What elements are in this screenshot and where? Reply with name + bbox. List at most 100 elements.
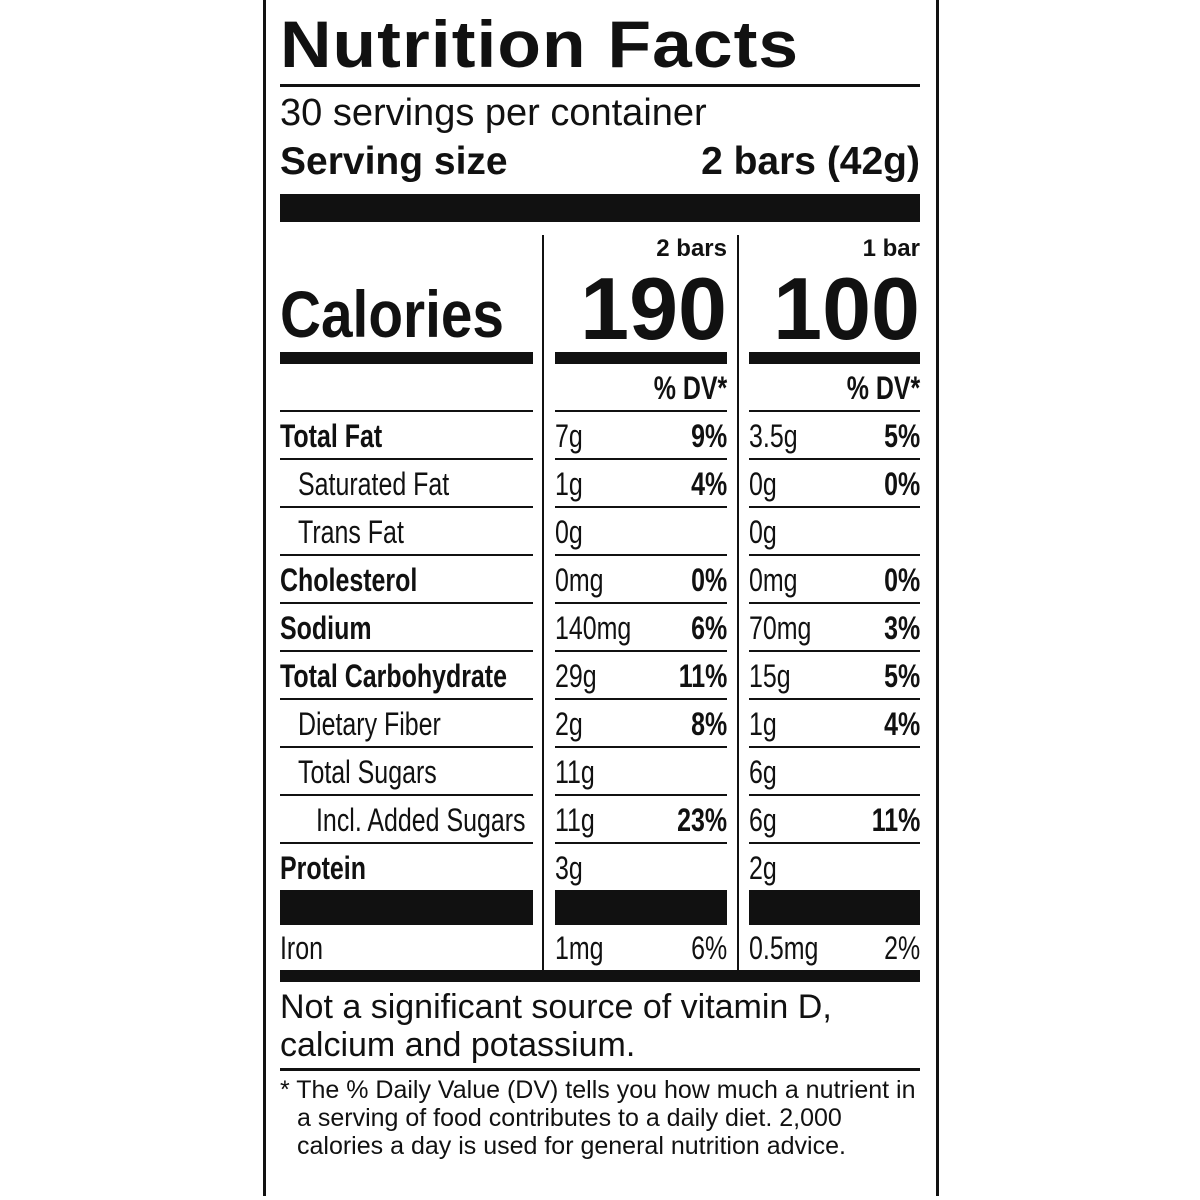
nutrient-name: Saturated Fat <box>298 460 492 508</box>
row-divider <box>749 602 920 604</box>
amount-1-bar: 2g <box>749 844 785 892</box>
footnote-daily-value: * The % Daily Value (DV) tells you how m… <box>280 1076 916 1160</box>
amount-2-bars-text: 7g <box>555 418 583 454</box>
divider <box>280 84 920 87</box>
amount-1-bar-text: 15g <box>749 658 791 694</box>
divider <box>280 1068 920 1071</box>
nutrient-name-text: Cholesterol <box>280 562 418 598</box>
amount-2-bars: 29g <box>555 652 608 700</box>
iron-amount-2-bars: 1mg <box>555 924 617 972</box>
dv-2-bars: 0% <box>681 556 727 604</box>
amount-2-bars-text: 1g <box>555 466 583 502</box>
dv-2-bars-text: 11% <box>678 658 727 694</box>
amount-2-bars: 0g <box>555 508 591 556</box>
dv-2-bars-text: 9% <box>690 418 727 454</box>
row-divider <box>555 410 727 412</box>
amount-1-bar-text: 2g <box>749 850 777 886</box>
column-divider <box>542 235 544 970</box>
row-divider <box>280 506 533 508</box>
amount-1-bar-text: 1g <box>749 706 777 742</box>
nutrient-name: Total Carbohydrate <box>280 652 571 700</box>
nutrient-name-text: Dietary Fiber <box>298 706 441 742</box>
dv-2-bars-text: 23% <box>677 802 727 838</box>
footnote-vitamins: Not a significant source of vitamin D, c… <box>280 988 832 1064</box>
row-divider <box>555 746 727 748</box>
dv: 2% <box>883 930 920 966</box>
amount-1-bar: 6g <box>749 748 785 796</box>
dv-2-bars: 8% <box>681 700 727 748</box>
amount-2-bars-text: 2g <box>555 706 583 742</box>
amount-2-bars: 11g <box>555 796 606 844</box>
amount-1-bar-text: 0g <box>749 514 777 550</box>
thick-divider <box>280 194 920 222</box>
amount-1-bar: 15g <box>749 652 802 700</box>
dv-1-bar-text: 4% <box>883 706 920 742</box>
amount-1-bar-text: 6g <box>749 802 777 838</box>
nutrient-name: Total Fat <box>280 412 411 460</box>
nutrient-name: Dietary Fiber <box>298 700 481 748</box>
dv-1-bar: 4% <box>874 700 920 748</box>
nutrient-name: Cholesterol <box>280 556 456 604</box>
amount-2-bars: 0mg <box>555 556 617 604</box>
nutrient-name-text: Incl. Added Sugars <box>316 802 526 838</box>
row-divider <box>280 842 533 844</box>
dv-2-bars: 6% <box>681 604 727 652</box>
column-header-1-bar: 1 bar <box>862 235 920 262</box>
nutrient-name: Protein <box>280 844 390 892</box>
thick-divider <box>555 890 727 925</box>
dv-2-bars: 9% <box>681 412 727 460</box>
dv-2-bars-text: 0% <box>690 562 727 598</box>
amount-1-bar: 1g <box>749 700 785 748</box>
iron-dv-2-bars: 6% <box>681 924 727 972</box>
row-divider <box>749 650 920 652</box>
row-divider <box>749 506 920 508</box>
nutrient-name-text: Total Sugars <box>298 754 437 790</box>
dv-2-bars-text: 6% <box>690 610 727 646</box>
row-divider <box>749 698 920 700</box>
row-divider <box>749 554 920 556</box>
dv-1-bar: 0% <box>874 460 920 508</box>
dv-1-bar: 5% <box>874 412 920 460</box>
column-divider <box>737 235 739 970</box>
amount-2-bars: 1g <box>555 460 591 508</box>
dv-1-bar-text: 3% <box>883 610 920 646</box>
thick-divider <box>555 352 727 364</box>
row-divider <box>555 554 727 556</box>
amount-1-bar: 3.5g <box>749 412 811 460</box>
thick-divider <box>749 352 920 364</box>
amount-2-bars-text: 140mg <box>555 610 632 646</box>
servings-per-container: 30 servings per container <box>280 92 707 134</box>
amount-1-bar-text: 3.5g <box>749 418 798 454</box>
dv-1-bar: 11% <box>858 796 920 844</box>
dv-1-bar: 5% <box>874 652 920 700</box>
nutrient-name-text: Total Fat <box>280 418 383 454</box>
amount-1-bar-text: 70mg <box>749 610 812 646</box>
row-divider <box>749 458 920 460</box>
nutrient-name-text: Sodium <box>280 610 372 646</box>
amount: 1mg <box>555 930 604 966</box>
amount-1-bar: 6g <box>749 796 785 844</box>
dv-2-bars: 23% <box>663 796 727 844</box>
dv-1-bar-text: 5% <box>883 658 920 694</box>
amount-2-bars: 3g <box>555 844 591 892</box>
nutrition-label <box>263 0 939 1196</box>
amount-1-bar: 0g <box>749 460 785 508</box>
nutrient-name-text: Saturated Fat <box>298 466 450 502</box>
dv-1-bar-text: 0% <box>883 466 920 502</box>
dv-header-text: % DV* <box>846 370 920 406</box>
row-divider <box>280 698 533 700</box>
row-divider <box>280 794 533 796</box>
amount-2-bars-text: 0mg <box>555 562 604 598</box>
iron-amount-1-bar: 0.5mg <box>749 924 838 972</box>
dv-1-bar-text: 11% <box>871 802 920 838</box>
dv-header-2-bars: % DV* <box>633 370 727 407</box>
row-divider <box>555 794 727 796</box>
row-divider <box>749 842 920 844</box>
nutrient-name: Iron <box>280 930 324 966</box>
dv-2-bars: 4% <box>681 460 727 508</box>
amount-1-bar-text: 0g <box>749 466 777 502</box>
amount-2-bars: 11g <box>555 748 606 796</box>
amount-1-bar-text: 0mg <box>749 562 798 598</box>
dv-1-bar: 3% <box>874 604 920 652</box>
dv-header-1-bar: % DV* <box>826 370 920 407</box>
